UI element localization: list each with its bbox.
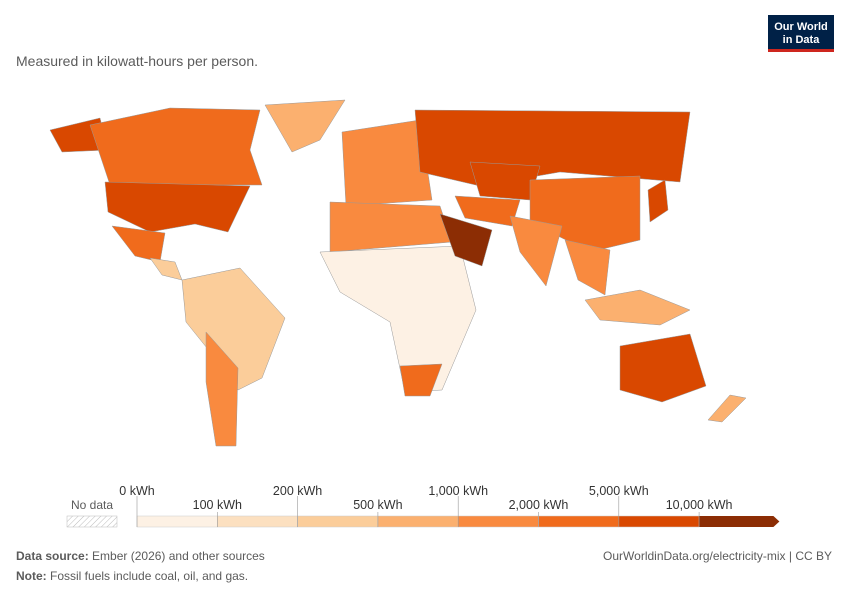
canada xyxy=(89,107,263,186)
south-america xyxy=(181,267,286,391)
indonesia xyxy=(584,289,691,326)
note: Note: Fossil fuels include coal, oil, an… xyxy=(16,569,248,583)
legend-tick-label: 2,000 kWh xyxy=(509,498,569,512)
legend-tick-label: 0 kWh xyxy=(119,484,154,498)
source-url: OurWorldinData.org/electricity-mix | CC … xyxy=(603,549,832,563)
chile-argentina xyxy=(205,331,239,447)
logo-text: Our World xyxy=(774,21,828,33)
legend-tick-label: 200 kWh xyxy=(273,484,322,498)
world-map xyxy=(49,99,747,447)
new-zealand xyxy=(707,394,747,423)
saudi-arabia xyxy=(439,213,493,267)
logo-text: in Data xyxy=(783,34,821,46)
legend-swatch xyxy=(297,515,379,528)
legend-tick-label: 10,000 kWh xyxy=(666,498,733,512)
australia xyxy=(619,333,707,403)
subtitle: Measured in kilowatt-hours per person. xyxy=(16,53,258,69)
logo-bar xyxy=(768,49,834,52)
mexico xyxy=(111,225,166,263)
usa xyxy=(104,181,251,233)
japan xyxy=(647,179,669,223)
europe xyxy=(341,119,433,207)
india xyxy=(509,215,563,287)
note-text: Fossil fuels include coal, oil, and gas. xyxy=(50,569,248,583)
legend-swatch xyxy=(538,515,620,528)
note-label: Note: xyxy=(16,569,47,583)
legend-swatch xyxy=(136,515,218,528)
legend-swatch xyxy=(618,515,700,528)
sub-saharan-africa xyxy=(319,245,477,393)
logo-box xyxy=(768,15,834,49)
russia xyxy=(414,109,691,187)
legend-tick-label: 1,000 kWh xyxy=(428,484,488,498)
kazakhstan xyxy=(469,161,541,201)
legend: No data 0 kWh 100 kWh 200 kWh 500 kWh 1,000 … xyxy=(66,484,780,528)
logo: Our World in Data xyxy=(768,15,834,52)
southeast-asia xyxy=(564,239,611,296)
legend-swatch xyxy=(699,516,780,527)
source-text: Ember (2026) and other sources xyxy=(92,549,265,563)
iran xyxy=(454,195,521,227)
legend-tick-label: 100 kWh xyxy=(193,498,242,512)
central-america xyxy=(149,257,183,281)
greenland xyxy=(264,99,346,153)
legend-swatch xyxy=(457,515,539,528)
source-label: Data source: xyxy=(16,549,89,563)
legend-swatch xyxy=(217,515,298,528)
legend-tick-label: 500 kWh xyxy=(353,498,402,512)
north-africa xyxy=(329,201,453,253)
no-data-swatch xyxy=(66,515,118,528)
legend-tick-label: 5,000 kWh xyxy=(589,484,649,498)
source: Data source: Ember (2026) and other sour… xyxy=(16,549,265,563)
south-africa xyxy=(399,363,443,397)
legend-no-data: No data xyxy=(71,498,113,512)
legend-swatch xyxy=(377,515,459,528)
